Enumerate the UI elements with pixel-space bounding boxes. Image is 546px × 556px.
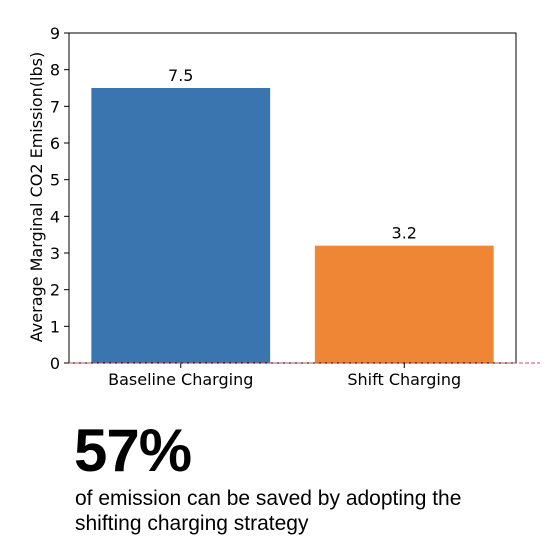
data-label-2: 3.2 (392, 224, 417, 243)
y-tick-label-4: 4 (50, 207, 60, 226)
y-tick-label-6: 6 (50, 134, 60, 153)
savings-caption: of emission can be saved by adopting the… (75, 487, 462, 535)
y-tick-label-0: 0 (50, 354, 60, 373)
y-tick-label-8: 8 (50, 61, 60, 80)
y-tick-label-9: 9 (50, 24, 60, 43)
bar-chart: 7.5 Baseline Charging 3.2 Shift Charging 0 1 2… (27, 24, 540, 389)
bar-1 (91, 88, 271, 363)
y-tick-label-2: 2 (50, 281, 60, 300)
plot-area: 7.5 Baseline Charging 3.2 Shift Charging 0 1 2… (50, 24, 540, 389)
y-tick-label-7: 7 (50, 97, 60, 116)
y-tick-label-5: 5 (50, 171, 60, 190)
x-tick-label-2: Shift Charging (347, 370, 461, 389)
y-tick-label-1: 1 (50, 317, 60, 336)
y-tick-label-3: 3 (50, 244, 60, 263)
y-axis-title: Average Marginal CO2 Emission(lbs) (27, 52, 46, 342)
data-label-1: 7.5 (168, 66, 193, 85)
x-tick-label-1: Baseline Charging (108, 370, 253, 389)
bar-2 (314, 245, 494, 363)
savings-percentage: 57% (74, 417, 192, 484)
